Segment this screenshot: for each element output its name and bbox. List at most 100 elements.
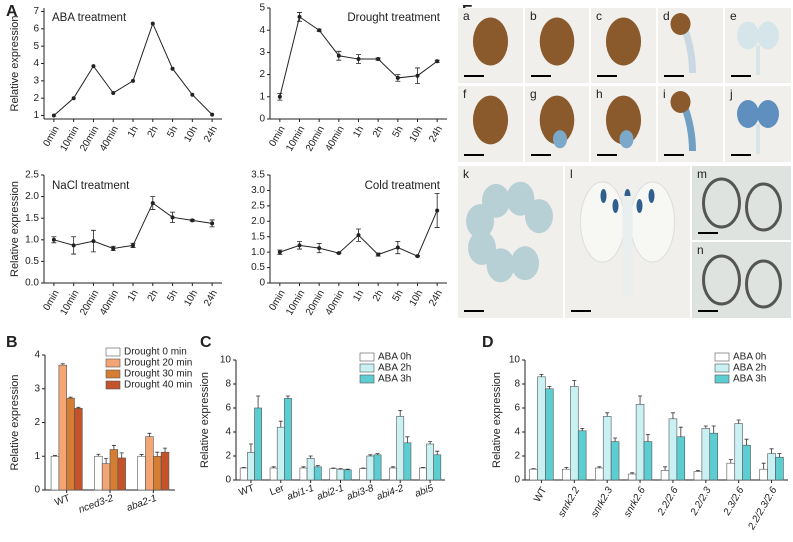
image-tile: k bbox=[458, 166, 563, 318]
y-tick-label: 2 bbox=[34, 417, 40, 428]
data-point bbox=[317, 28, 322, 33]
line-series bbox=[53, 22, 213, 116]
bar bbox=[419, 467, 427, 481]
y-tick-label: 4 bbox=[514, 427, 520, 438]
bar bbox=[359, 468, 368, 481]
bar bbox=[329, 468, 338, 481]
bar bbox=[389, 467, 397, 481]
tile-label: g bbox=[530, 87, 537, 101]
tile-background bbox=[692, 166, 791, 240]
seed bbox=[539, 17, 575, 66]
error-bar bbox=[405, 436, 410, 443]
bar bbox=[676, 436, 686, 481]
y-tick-label: 4 bbox=[34, 350, 40, 361]
data-point bbox=[71, 243, 76, 248]
x-tick-label: 40min bbox=[98, 124, 121, 153]
data-point bbox=[297, 243, 302, 248]
bar bbox=[545, 388, 554, 481]
error-bar bbox=[361, 467, 366, 469]
x-tick-label: 1h bbox=[126, 124, 141, 139]
guard-cell bbox=[745, 259, 782, 309]
bar bbox=[643, 441, 653, 481]
y-tick-label: 3.5 bbox=[251, 170, 265, 181]
error-bar bbox=[564, 467, 569, 470]
legend-label: ABA 0h bbox=[378, 352, 411, 363]
data-point bbox=[190, 218, 195, 223]
x-tick-label: 2h bbox=[146, 124, 161, 139]
bar bbox=[742, 444, 751, 481]
data-point bbox=[376, 57, 381, 62]
bar bbox=[109, 449, 119, 491]
y-tick-label: 3.0 bbox=[251, 185, 265, 196]
x-tick-label: 0min bbox=[41, 124, 61, 148]
bar bbox=[101, 463, 111, 491]
error-bar bbox=[68, 396, 73, 399]
bar bbox=[660, 470, 670, 481]
image-tile: g bbox=[525, 86, 589, 162]
data-point bbox=[131, 243, 135, 248]
legend-label: ABA 3h bbox=[378, 374, 411, 385]
error-bar bbox=[331, 467, 336, 469]
legend-label: Drought 40 min bbox=[124, 380, 192, 391]
tile-label: i bbox=[663, 87, 666, 101]
x-tick-label: 10min bbox=[58, 288, 81, 317]
error-bar bbox=[769, 448, 774, 454]
bar bbox=[153, 455, 162, 491]
bar bbox=[635, 404, 645, 481]
error-bar bbox=[539, 374, 544, 377]
bar bbox=[269, 467, 278, 481]
bar bbox=[58, 364, 67, 491]
x-tick-label: 0min bbox=[267, 288, 287, 312]
seed bbox=[539, 95, 575, 145]
data-point bbox=[435, 208, 440, 213]
bar bbox=[366, 455, 375, 481]
bar bbox=[117, 457, 126, 491]
tile-label: e bbox=[730, 9, 737, 23]
x-tick-label: abi2-1 bbox=[316, 483, 346, 503]
error-bar bbox=[428, 441, 433, 444]
y-tick-label: 6 bbox=[514, 403, 520, 414]
x-tick-label: WT bbox=[532, 485, 549, 504]
bar bbox=[570, 386, 579, 481]
error-bar bbox=[60, 363, 65, 366]
cotyledon bbox=[757, 100, 779, 128]
data-point bbox=[415, 73, 420, 78]
image-tile: e bbox=[725, 8, 791, 83]
seed bbox=[472, 17, 509, 66]
x-tick-label: 5h bbox=[165, 288, 180, 303]
x-tick-label: 10h bbox=[408, 288, 426, 308]
data-point bbox=[395, 75, 400, 80]
error-bar bbox=[315, 465, 320, 467]
x-tick-label: 24h bbox=[427, 288, 445, 308]
data-point bbox=[210, 221, 215, 226]
error-bar bbox=[285, 395, 290, 399]
y-tick-label: 2.5 bbox=[251, 200, 265, 211]
panel-label: D bbox=[482, 334, 494, 351]
cotyledon bbox=[737, 21, 759, 50]
x-tick-label: 2.2/2.6 bbox=[655, 485, 681, 518]
error-bar bbox=[96, 453, 101, 457]
y-tick-label: 10 bbox=[509, 355, 521, 366]
x-tick-label: 5h bbox=[165, 124, 180, 139]
tile-label: m bbox=[697, 167, 707, 181]
chart-title: ABA treatment bbox=[52, 12, 127, 24]
error-bar bbox=[301, 466, 306, 468]
y-tick-label: 10 bbox=[220, 355, 232, 366]
error-bar bbox=[147, 432, 152, 437]
tile-label: l bbox=[570, 167, 573, 181]
bar bbox=[726, 462, 736, 481]
bar bbox=[577, 430, 587, 481]
bar bbox=[734, 423, 743, 481]
line-series bbox=[53, 202, 213, 249]
bar bbox=[627, 473, 637, 481]
tile-label: f bbox=[463, 87, 467, 101]
panel-label: A bbox=[6, 3, 18, 20]
y-tick-label: 6 bbox=[33, 23, 39, 34]
x-tick-label: nced3-2 bbox=[77, 493, 115, 516]
y-tick-label: 2.0 bbox=[251, 216, 265, 227]
y-tick-label: 0 bbox=[225, 475, 231, 486]
error-bar bbox=[338, 468, 343, 470]
legend-label: Drought 20 min bbox=[124, 358, 192, 369]
chart-title: NaCl treatment bbox=[52, 180, 130, 192]
image-tile: c bbox=[591, 8, 656, 83]
